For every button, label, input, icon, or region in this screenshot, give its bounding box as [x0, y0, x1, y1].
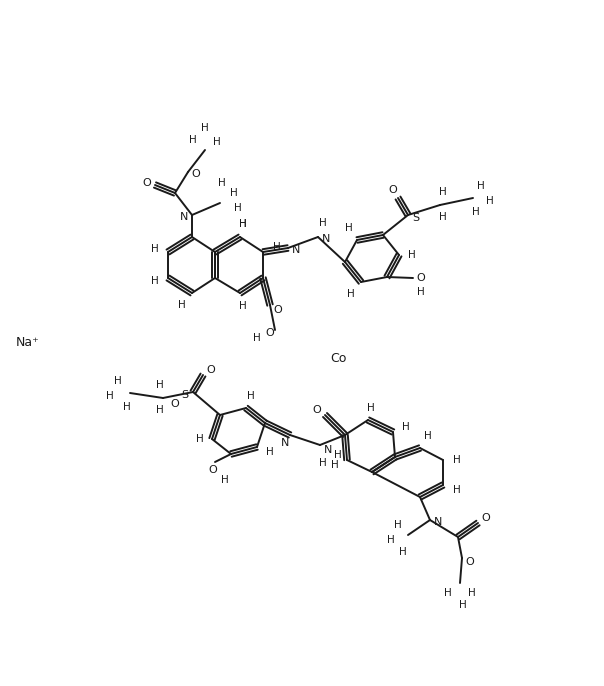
Text: H: H	[453, 455, 461, 465]
Text: H: H	[156, 405, 164, 415]
Text: N: N	[434, 517, 442, 527]
Text: H: H	[444, 588, 452, 598]
Text: H: H	[439, 212, 447, 222]
Text: H: H	[106, 391, 114, 401]
Text: H: H	[178, 300, 186, 310]
Text: H: H	[151, 244, 159, 254]
Text: H: H	[399, 547, 407, 557]
Text: H: H	[218, 178, 226, 188]
Text: H: H	[345, 223, 353, 233]
Text: N: N	[322, 234, 330, 244]
Text: H: H	[221, 475, 229, 485]
Text: O: O	[313, 405, 321, 415]
Text: O: O	[143, 178, 152, 188]
Text: H: H	[189, 135, 197, 145]
Text: S: S	[413, 213, 420, 223]
Text: N: N	[281, 438, 289, 448]
Text: O: O	[191, 169, 201, 179]
Text: H: H	[367, 403, 375, 413]
Text: Na⁺: Na⁺	[16, 337, 40, 349]
Text: H: H	[486, 196, 494, 206]
Text: S: S	[181, 390, 188, 400]
Text: O: O	[266, 328, 274, 338]
Text: H: H	[319, 218, 327, 228]
Text: H: H	[459, 600, 467, 610]
Text: O: O	[417, 273, 425, 283]
Text: H: H	[468, 588, 476, 598]
Text: H: H	[402, 422, 410, 432]
Text: H: H	[253, 333, 261, 343]
Text: H: H	[439, 187, 447, 197]
Text: H: H	[234, 203, 242, 213]
Text: H: H	[239, 219, 247, 229]
Text: H: H	[408, 250, 416, 260]
Text: H: H	[239, 301, 247, 311]
Text: H: H	[247, 391, 255, 401]
Text: H: H	[201, 123, 209, 133]
Text: H: H	[334, 450, 342, 460]
Text: N: N	[324, 445, 332, 455]
Text: O: O	[208, 465, 217, 475]
Text: H: H	[331, 460, 339, 470]
Text: O: O	[388, 185, 397, 195]
Text: N: N	[180, 212, 188, 222]
Text: Co: Co	[330, 351, 346, 364]
Text: H: H	[114, 376, 122, 386]
Text: H: H	[266, 447, 274, 457]
Text: H: H	[156, 380, 164, 390]
Text: H: H	[387, 535, 395, 545]
Text: O: O	[481, 513, 490, 523]
Text: O: O	[207, 365, 216, 375]
Text: O: O	[274, 305, 283, 315]
Text: H: H	[273, 242, 281, 252]
Text: H: H	[477, 181, 485, 191]
Text: H: H	[123, 402, 131, 412]
Text: H: H	[472, 207, 480, 217]
Text: O: O	[466, 557, 474, 567]
Text: H: H	[453, 485, 461, 495]
Text: H: H	[196, 434, 204, 444]
Text: H: H	[417, 287, 425, 297]
Text: O: O	[170, 399, 179, 409]
Text: N: N	[292, 245, 300, 255]
Text: H: H	[213, 137, 221, 147]
Text: H: H	[347, 289, 355, 299]
Text: H: H	[239, 219, 247, 229]
Text: H: H	[424, 431, 432, 441]
Text: H: H	[319, 458, 327, 468]
Text: H: H	[394, 520, 402, 530]
Text: H: H	[151, 276, 159, 286]
Text: H: H	[230, 188, 238, 198]
